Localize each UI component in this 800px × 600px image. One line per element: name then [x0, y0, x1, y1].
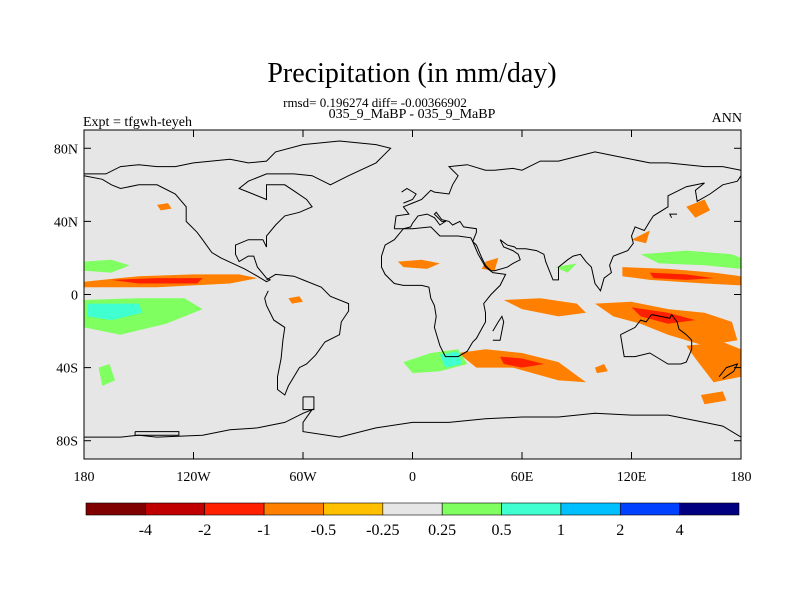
colorbar-label: 1	[557, 522, 565, 539]
region-n-atlantic-dry	[157, 203, 172, 211]
coastline-4	[394, 175, 741, 292]
x-tick-label: 180	[74, 470, 95, 485]
colorbar-label: -4	[139, 522, 152, 539]
coastline-5	[620, 313, 693, 365]
season-label: ANN	[712, 111, 742, 126]
case-subtitle: 035_9_MaBP - 035_9_MaBP	[329, 107, 496, 122]
colorbar-bin	[679, 502, 740, 516]
region-s-atlantic-small-dry	[288, 296, 303, 304]
region-n-africa-dry	[397, 259, 440, 269]
colorbar-label: -0.5	[311, 522, 336, 539]
colorbar-bin	[501, 502, 562, 516]
region-sw-pacific-wet	[98, 364, 115, 386]
region-maritime-dry-core	[631, 307, 696, 324]
region-w-pacific-wet	[640, 250, 741, 269]
y-tick-label: 40N	[54, 215, 78, 230]
region-s-pacific-wet-core	[87, 303, 143, 321]
colorbar-bin	[619, 502, 680, 516]
colorbar-bin	[204, 502, 265, 516]
colorbar-label: -2	[198, 522, 211, 539]
region-eq-pacific-dry-core	[111, 278, 203, 284]
region-se-pacific-dry	[700, 391, 727, 405]
x-tick-label: 180	[731, 470, 752, 485]
colorbar-bin	[441, 502, 502, 516]
colorbar-label: -1	[257, 522, 270, 539]
colorbar-bin	[382, 502, 443, 516]
y-tick-label: 40S	[56, 362, 78, 377]
coastline-2	[381, 226, 507, 358]
coastline-0	[84, 140, 392, 283]
region-indian-wet	[554, 263, 577, 273]
x-tick-label: 0	[409, 470, 416, 485]
region-s-indian-wet-core	[439, 351, 462, 368]
chart-title: Precipitation (in mm/day)	[267, 58, 556, 89]
axis-ticks: 180 120W 60W 0 60E 120E 180 80N 40N 0 40S 80S	[54, 130, 752, 485]
coastlines	[84, 140, 741, 438]
colorbar: -4 -2 -1 -0.5 -0.25 0.25 0.5 1 2 4	[85, 502, 740, 539]
x-tick-label: 60E	[511, 470, 534, 485]
y-tick-label: 0	[71, 289, 78, 304]
region-e-pacific-dry	[686, 342, 741, 383]
region-maritime-dry	[595, 301, 738, 346]
y-tick-label: 80N	[54, 142, 78, 157]
region-e-pacific-small-dry	[595, 364, 608, 374]
coastline-1	[264, 273, 350, 396]
colorbar-label: 0.5	[492, 522, 512, 539]
coastline-11	[718, 363, 739, 380]
region-n-pacific-wet	[84, 259, 130, 273]
region-nw-pacific-dry	[686, 199, 710, 218]
region-japan-dry	[631, 230, 650, 244]
experiment-label: Expt = tfgwh-teyeh	[83, 115, 192, 130]
coastline-7	[156, 408, 741, 438]
colorbar-bin	[263, 502, 324, 516]
coastline-12	[401, 187, 417, 204]
coastline-10	[302, 396, 315, 411]
coastline-13	[668, 213, 678, 218]
region-indian-ocean-dry	[503, 298, 586, 317]
coastline-6	[492, 315, 505, 341]
x-tick-label: 120W	[176, 470, 211, 485]
coastline-9	[134, 431, 180, 436]
colorbar-label: 4	[676, 522, 684, 539]
map-background	[84, 130, 741, 459]
region-w-pacific-dry-core	[649, 272, 714, 280]
colorbar-bin	[323, 502, 384, 516]
coastline-3	[393, 151, 741, 229]
colorbar-label: 2	[616, 522, 624, 539]
y-tick-label: 80S	[56, 435, 78, 450]
colorbar-bin	[85, 502, 146, 516]
x-tick-label: 60W	[289, 470, 317, 485]
stats-subtitle: rmsd= 0.196274 diff= -0.00366902	[283, 95, 467, 110]
colorbar-bin	[145, 502, 206, 516]
x-tick-label: 120E	[617, 470, 647, 485]
coastline-8	[84, 434, 158, 438]
colorbar-label: -0.25	[366, 522, 399, 539]
colorbar-label: 0.25	[428, 522, 456, 539]
anomaly-fields	[84, 199, 741, 405]
colorbar-bin	[560, 502, 621, 516]
region-s-indian-dry-core	[500, 356, 544, 368]
